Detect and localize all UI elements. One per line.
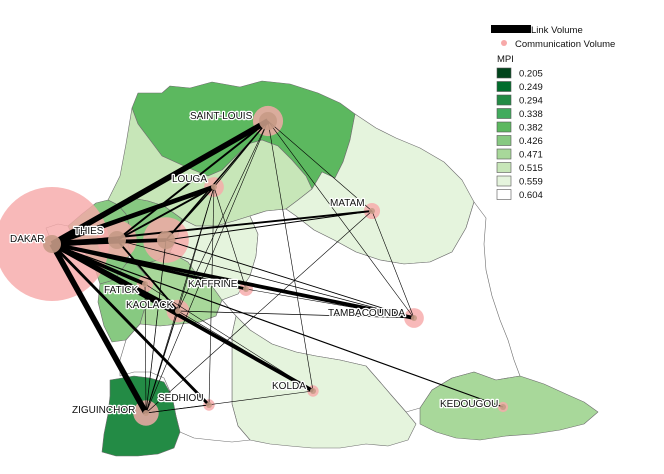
mpi-legend-swatch (496, 121, 512, 133)
mpi-legend-swatch (496, 175, 512, 187)
city-label-louga: LOUGA (172, 174, 207, 185)
mpi-legend-swatch (496, 148, 512, 160)
link-fatick-ziguinchor (144, 283, 147, 414)
link-dakar-kolda (51, 242, 314, 393)
mpi-legend-value: 0.338 (519, 109, 543, 120)
link-matam-ziguinchor (145, 210, 373, 414)
city-center-tambacounda (411, 315, 417, 321)
region-kedougou (419, 371, 599, 441)
mpi-scale: 0.205 0.249 0.294 0.338 0.382 0.426 0.471 0.515… (496, 67, 543, 201)
mpi-legend-swatch (496, 135, 512, 146)
link-thies-tambacounda (116, 239, 415, 319)
link-kaolack-kolda (177, 310, 314, 392)
mpi-legend-swatch (496, 189, 512, 200)
mpi-legend-swatch (496, 81, 512, 92)
mpi-legend-value: 0.426 (519, 136, 543, 147)
mpi-legend-value: 0.382 (519, 123, 543, 134)
communication-volume-legend-key (501, 40, 507, 46)
link-dakar-thies (51, 237, 118, 247)
city-center-kaolack (175, 308, 181, 314)
link-louga-sedhiou (208, 186, 215, 406)
city-center-kaffrine (243, 286, 249, 292)
city-label-kaffrine: KAFFRINE (188, 279, 238, 290)
link-saint-louis-tambacounda (267, 120, 415, 319)
city-center-louga (211, 184, 217, 190)
link-dakar-saint-louis (50, 118, 270, 247)
city-center-ziguinchor (143, 410, 149, 416)
city-label-kaolack: KAOLACK (126, 300, 174, 311)
link-diourbel-tambacounda (165, 239, 415, 319)
mpi-legend-swatch (496, 108, 512, 119)
legend: Link Volume Communication Volume MPI 0.2… (491, 25, 615, 201)
city-centers-layer (43, 112, 506, 416)
city-label-tambacounda: TAMBACOUNDA (328, 308, 405, 319)
city-label-sedhiou: SEDHIOU (158, 393, 204, 404)
link-thies-louga (116, 186, 215, 241)
city-label-kolda: KOLDA (272, 381, 306, 392)
link-kaolack-tambacounda (177, 310, 415, 319)
link-thies-kaolack (116, 239, 179, 312)
link-diourbel-saint-louis (165, 120, 269, 241)
link-saint-louis-louga (213, 120, 269, 188)
city-label-saint-louis: SAINT-LOUIS (190, 111, 253, 122)
link-dakar-louga (51, 184, 215, 247)
city-center-saint-louis (259, 112, 277, 130)
link-louga-kaffrine (213, 186, 247, 290)
link-volume-legend-key (491, 25, 531, 33)
link-dakar-ziguinchor (49, 242, 149, 415)
mpi-legend-swatch (496, 67, 512, 79)
communication-volume-legend-label: Communication Volume (515, 39, 615, 50)
city-center-kedougou (500, 404, 506, 410)
city-center-matam (369, 208, 375, 214)
link-kaolack-ziguinchor (145, 310, 179, 414)
regions-layer (45, 80, 599, 457)
city-label-fatick: FATICK (104, 285, 139, 296)
link-fatick-kolda (144, 283, 314, 392)
city-label-kedougou: KEDOUGOU (440, 399, 498, 410)
mpi-legend-swatch (496, 94, 512, 106)
link-volume-legend-label: Link Volume (531, 25, 583, 36)
city-center-kolda (310, 388, 316, 394)
link-diourbel-matam (165, 210, 373, 241)
link-dakar-kedougou (51, 243, 504, 408)
link-saint-louis-matam (267, 120, 373, 212)
mpi-legend-value: 0.249 (519, 82, 543, 93)
link-dakar-sedhiou (50, 243, 211, 406)
city-label-ziguinchor: ZIGUINCHOR (72, 405, 135, 416)
link-saint-louis-ziguinchor (145, 120, 269, 414)
link-matam-tambacounda (371, 210, 415, 319)
mpi-legend-value: 0.604 (519, 190, 543, 201)
link-saint-louis-kolda (267, 120, 314, 392)
mpi-legend-value: 0.294 (519, 96, 543, 107)
city-center-fatick (142, 281, 148, 287)
city-center-dakar (43, 235, 61, 253)
mpi-legend-value: 0.471 (519, 150, 543, 161)
link-dakar-tambacounda (51, 242, 415, 320)
link-kaffrine-tambacounda (245, 288, 415, 319)
city-label-thies: THIES (74, 226, 104, 237)
city-labels-layer: DAKAR THIES SAINT-LOUIS LOUGA MATAM FATICK KAO… (9, 110, 500, 418)
mpi-legend-swatch (496, 162, 512, 173)
mpi-legend-value: 0.559 (519, 177, 543, 188)
city-center-thies (108, 231, 126, 249)
links-layer (49, 118, 504, 415)
mpi-legend-title: MPI (497, 54, 514, 65)
city-label-matam: MATAM (330, 198, 365, 209)
link-diourbel-ziguinchor (145, 239, 167, 414)
city-center-diourbel (157, 231, 175, 249)
link-thies-saint-louis (116, 120, 269, 241)
city-label-dakar: DAKAR (10, 234, 44, 245)
link-ziguinchor-kolda (145, 390, 314, 414)
mpi-legend-value: 0.205 (519, 69, 543, 80)
city-center-sedhiou (206, 402, 212, 408)
mpi-legend-value: 0.515 (519, 163, 543, 174)
